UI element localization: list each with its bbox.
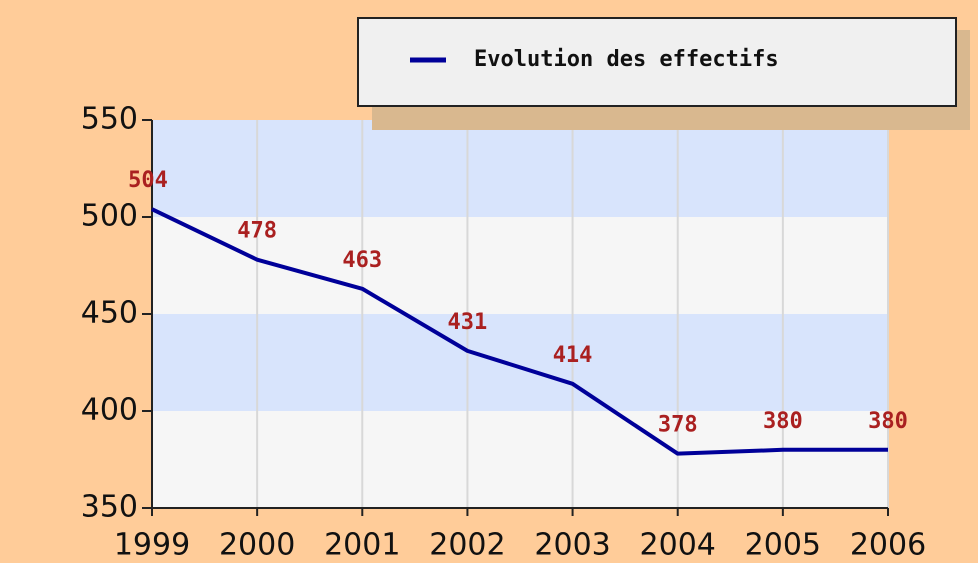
data-label: 378 [658,413,698,438]
y-tick-label: 400 [81,393,138,428]
plot-band [152,314,888,411]
y-tick-label: 500 [81,199,138,234]
x-tick-label: 2001 [324,528,400,563]
y-tick-label: 450 [81,296,138,331]
data-label: 463 [342,248,382,273]
data-label: 504 [128,168,168,193]
x-tick-label: 2003 [534,528,610,563]
data-label: 380 [868,409,908,434]
data-line [151,207,888,456]
x-tick-label: 2004 [640,528,716,563]
y-tick-label: 350 [81,490,138,525]
plot-band [152,120,888,217]
x-tick-label: 1999 [114,528,190,563]
data-label: 478 [237,219,277,244]
x-tick-label: 2000 [219,528,295,563]
x-tick-label: 2002 [429,528,505,563]
y-tick-label: 550 [81,102,138,137]
data-label: 380 [763,409,803,434]
data-label: 414 [553,343,593,368]
data-label: 431 [448,310,488,335]
x-tick-label: 2006 [850,528,926,563]
x-tick-label: 2005 [745,528,821,563]
legend-label: Evolution des effectifs [474,47,779,72]
plot-band [152,411,888,508]
legend-box [357,17,957,107]
